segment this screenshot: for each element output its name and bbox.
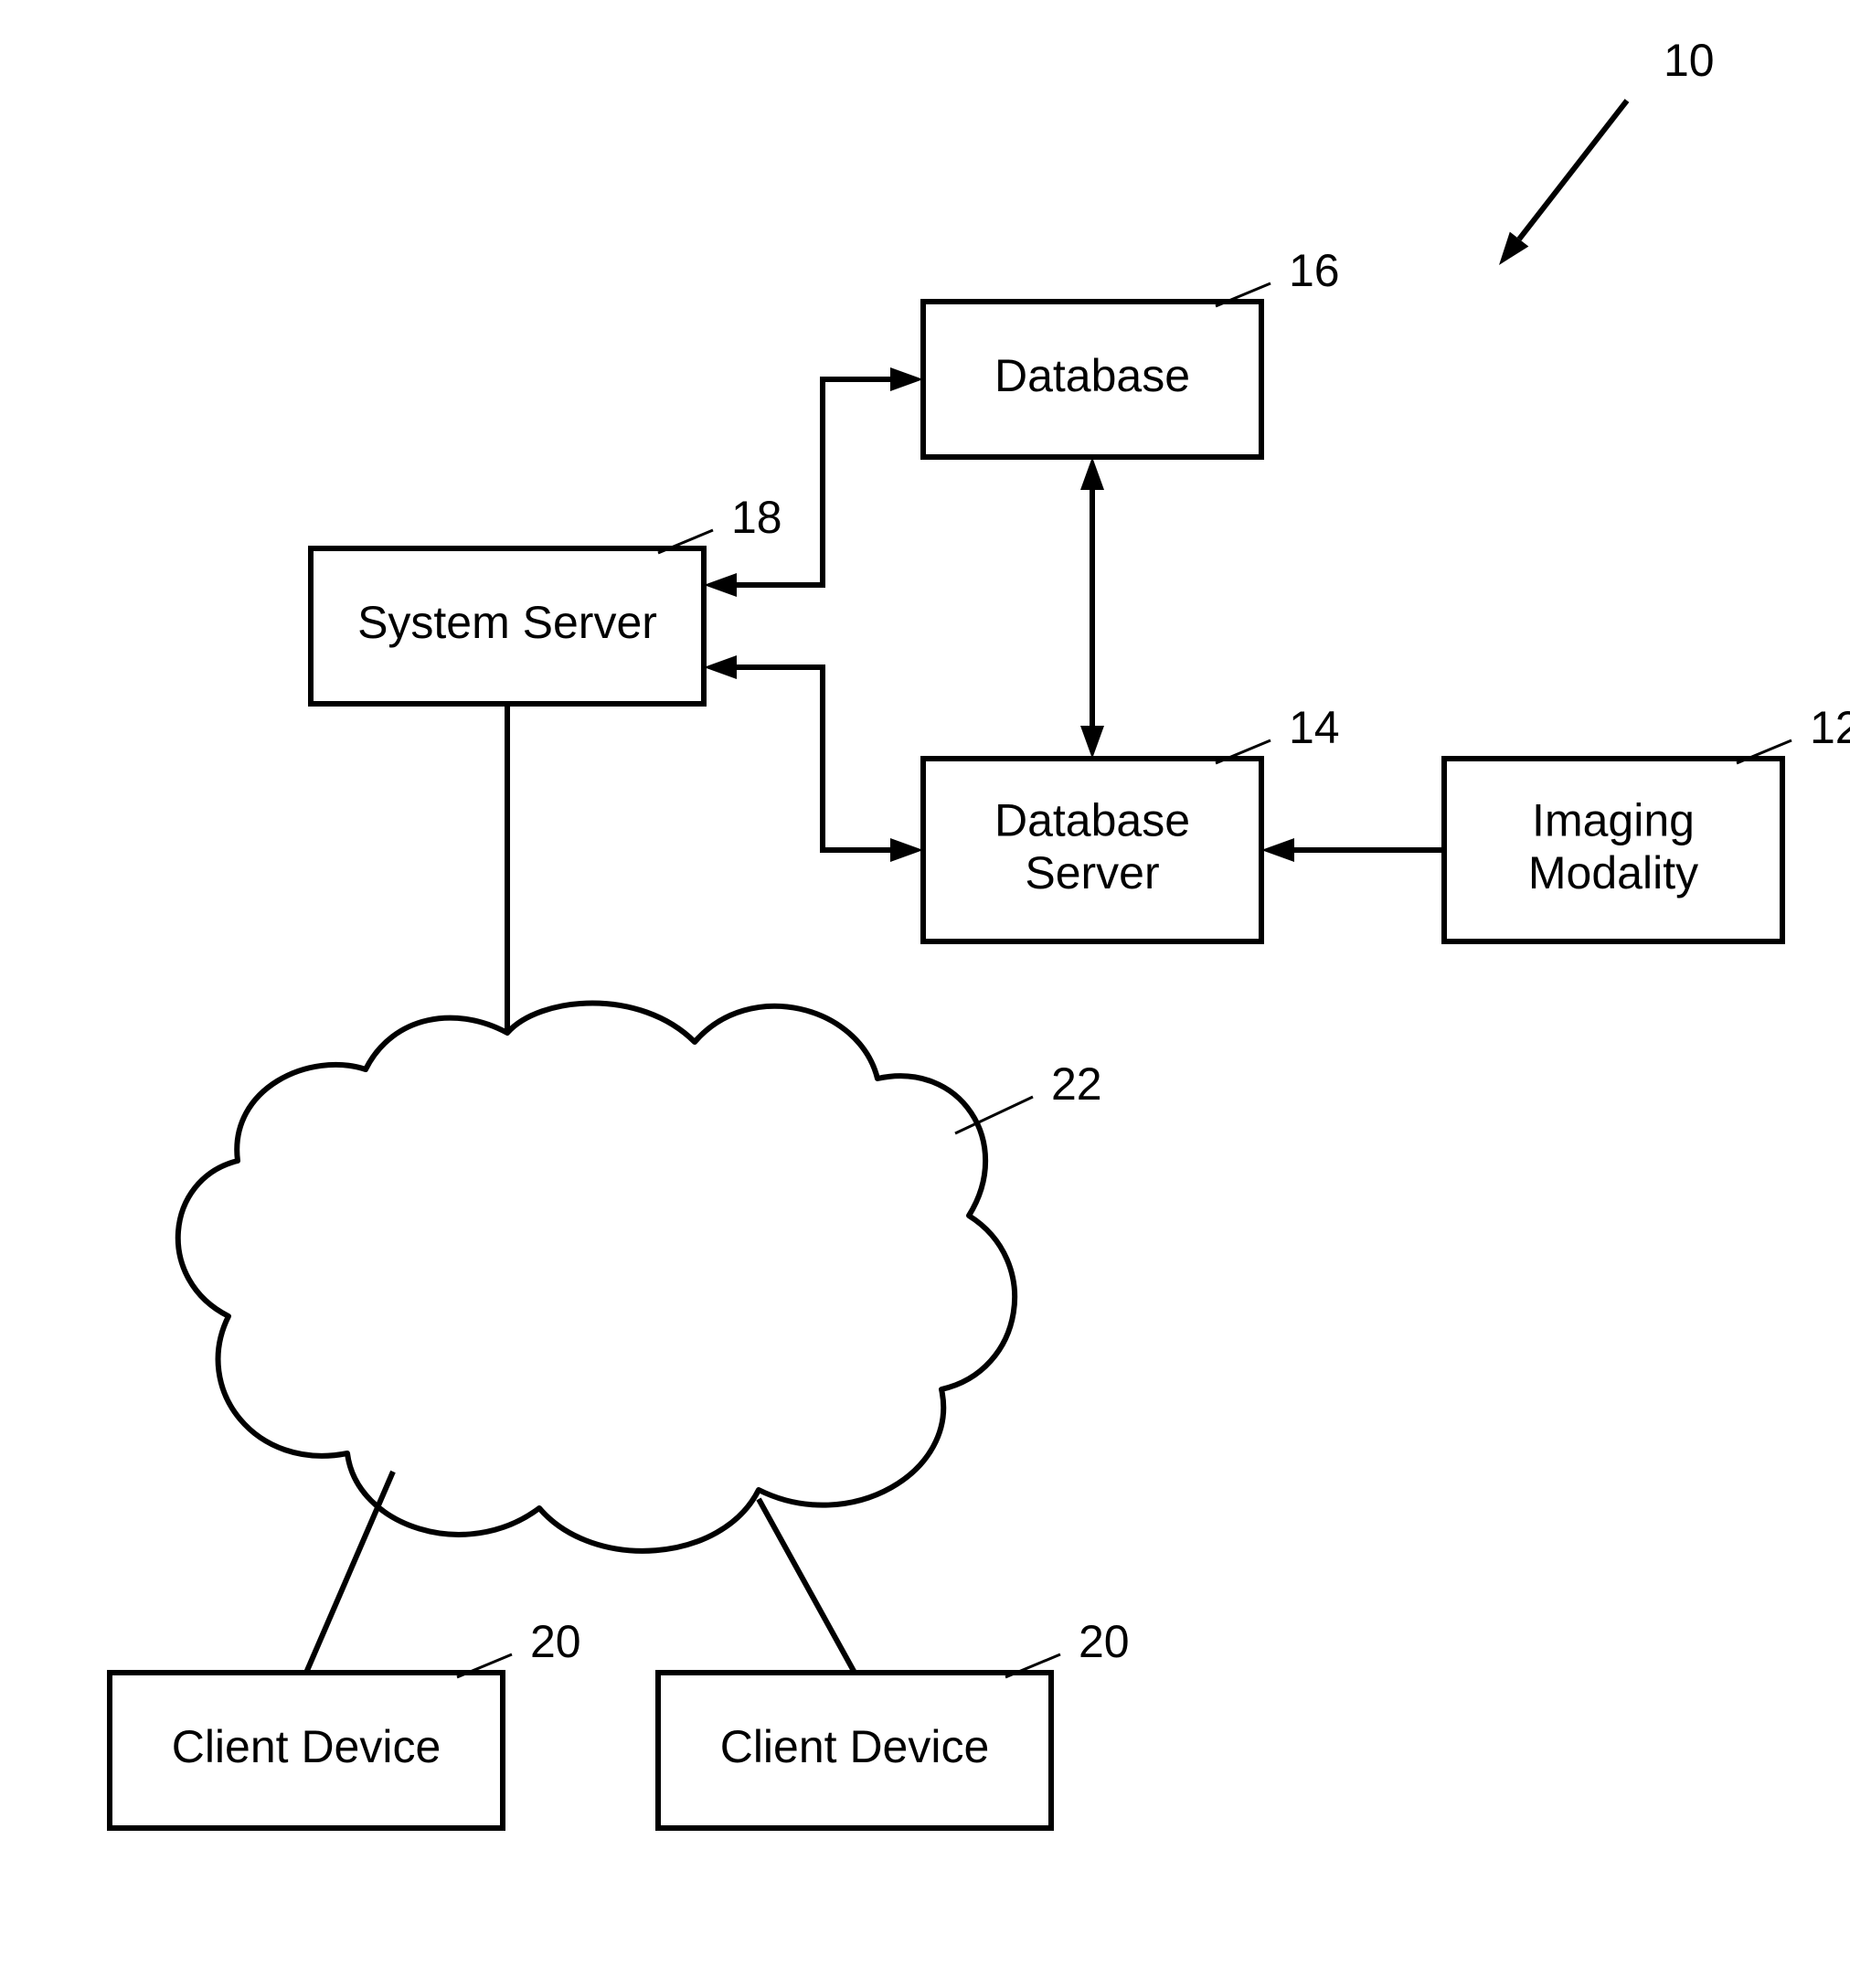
edge-server-database (737, 379, 890, 585)
network-cloud (178, 1004, 1015, 1551)
refnum-client1: 20 (530, 1616, 581, 1667)
figure-ref-number: 10 (1664, 35, 1715, 86)
refnum-database: 16 (1289, 245, 1340, 296)
refnum-imaging: 12 (1810, 702, 1850, 753)
figure-ref-arrow (1519, 101, 1627, 239)
edge-cloud-client1 (306, 1472, 393, 1673)
label-client1: Client Device (172, 1721, 441, 1772)
label-database: Database (994, 350, 1190, 401)
label-client2: Client Device (720, 1721, 990, 1772)
edge-cloud-client2 (759, 1499, 855, 1673)
label-imaging: Imaging (1532, 794, 1695, 845)
refnum-cloud: 22 (1051, 1058, 1102, 1110)
label-database_server: Database (994, 794, 1190, 845)
refnum-database_server: 14 (1289, 702, 1340, 753)
refnum-system_server: 18 (731, 492, 782, 543)
refnum-client2: 20 (1079, 1616, 1130, 1667)
edge-server-dbserver (737, 667, 890, 850)
label-imaging: Modality (1528, 847, 1698, 898)
label-database_server: Server (1025, 847, 1159, 898)
label-system_server: System Server (357, 597, 657, 648)
